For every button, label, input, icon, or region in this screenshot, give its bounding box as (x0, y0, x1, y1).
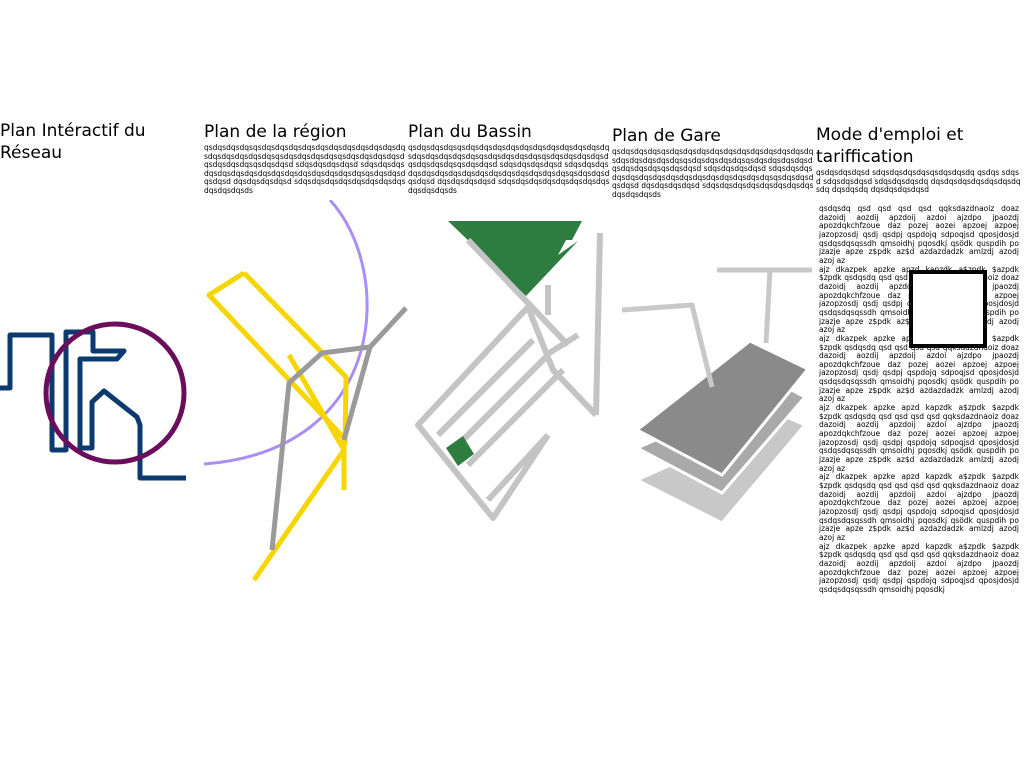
basin-map-icon[interactable] (408, 215, 613, 525)
network-map-icon[interactable] (0, 300, 205, 490)
panel-region-map[interactable]: Plan de la région qsdqsdqsdqsqsdqsdqsdqs… (204, 120, 408, 620)
panel-title: Plan de Gare (612, 126, 721, 146)
panel-title: Mode d'emploi et tariffication (816, 125, 964, 167)
panel-network-map[interactable]: Plan Intéractif du Réseau (0, 120, 204, 620)
manual-paragraph: ajz dkazpek apzke apzd kapzdk a$zpdk $az… (819, 541, 1019, 594)
panel-description: qsdqsdqsdqsqsdqsdqsdqsdqsdqsdqsdqsdqsdqs… (408, 143, 610, 195)
station-map-icon[interactable] (612, 265, 817, 545)
panel-title: Plan de la région (204, 122, 347, 142)
manual-square-icon[interactable] (909, 270, 987, 348)
manual-paragraph: ajz dkazpek apzke apzd kapzdk a$zpdk $az… (819, 472, 1019, 542)
panel-title: Plan du Bassin (408, 122, 532, 142)
manual-paragraph: ajz dkazpek apzke apzd kapzdk a$zpdk $az… (819, 403, 1019, 473)
region-map-icon[interactable] (204, 200, 414, 590)
panel-description: qsdqsdqsdqsqsdqsdqsdqsdqsdqsdqsdqsdqsdqs… (612, 147, 814, 199)
panel-basin-map[interactable]: Plan du Bassin qsdqsdqsdqsqsdqsdqsdqsdqs… (408, 120, 612, 620)
panel-manual-pricing[interactable]: Mode d'emploi et tariffication qsdqsdqsd… (816, 120, 1024, 620)
manual-paragraph: qsdqsdq qsd qsd qsd qsd qqksdazdnaoiz do… (819, 205, 1019, 265)
panel-title: Plan Intéractif du Réseau (0, 121, 146, 163)
manual-text: qsdqsdq qsd qsd qsd qsd qqksdazdnaoiz do… (816, 205, 1019, 613)
panel-description: qsdqsdqsdqsd sdqsdqsdqsdqsqsdqsdqsdq qsd… (816, 168, 1021, 195)
panel-description: qsdqsdqsdqsqsdqsdqsdqsdqsdqsdqsdqsdqsdqs… (204, 143, 406, 195)
panel-station-map[interactable]: Plan de Gare qsdqsdqsdqsqsdqsdqsdqsdqsdq… (612, 120, 816, 620)
